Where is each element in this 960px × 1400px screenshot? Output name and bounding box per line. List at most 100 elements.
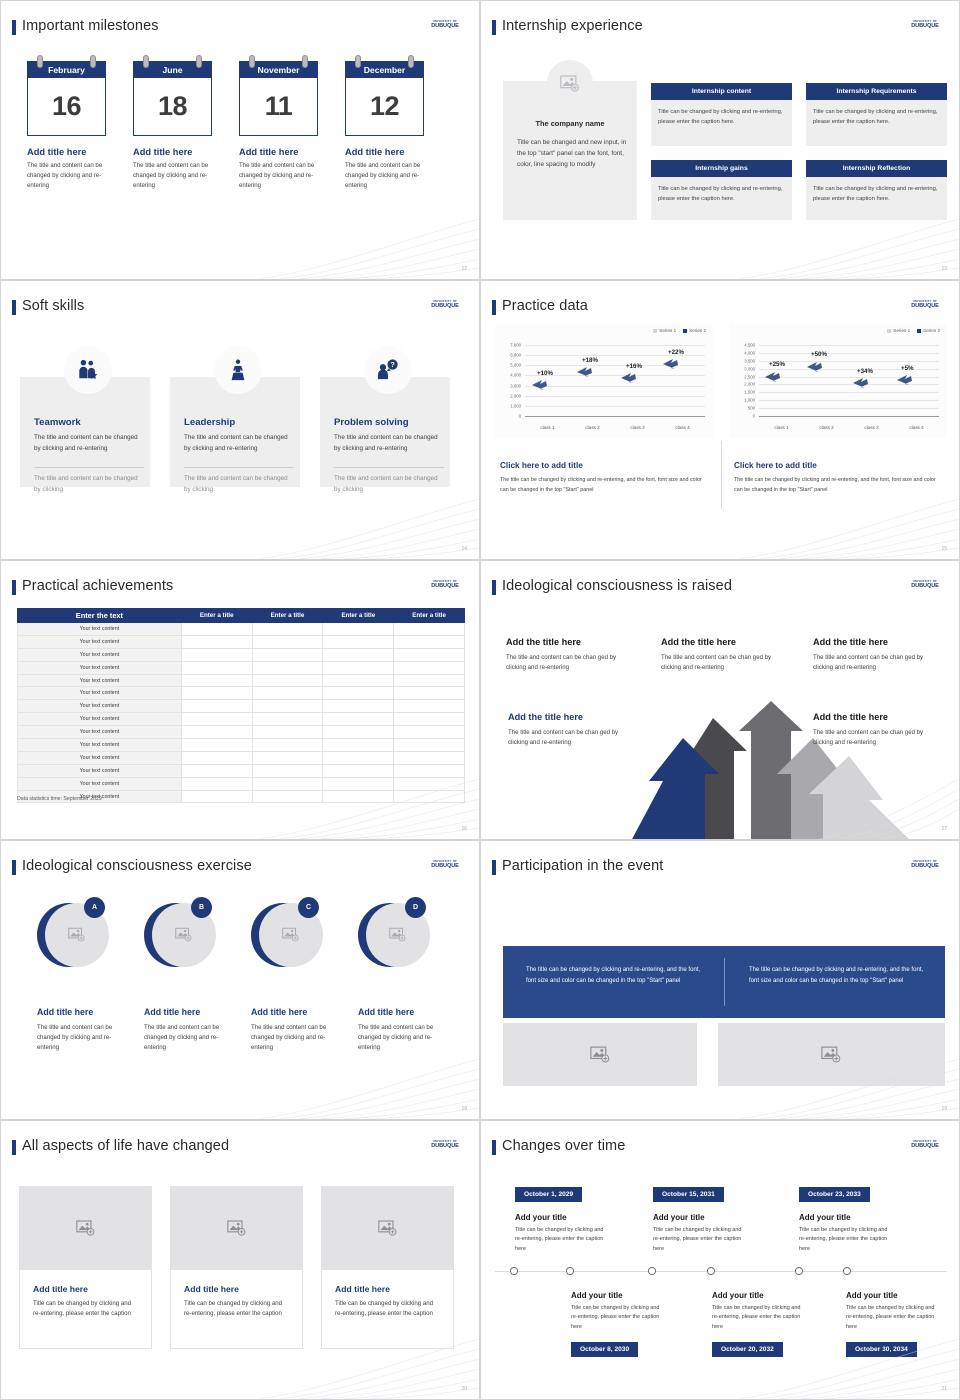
chart-annotation: +16% — [626, 363, 642, 370]
table-cell: Your text content — [17, 776, 182, 791]
card-body: Title can be changed by clicking and re-… — [651, 177, 792, 220]
card-header: Internship Reflection — [806, 160, 947, 177]
page-title: Ideological consciousness is raised — [502, 578, 732, 594]
table-cell — [322, 647, 395, 662]
legend-label: Series 1 — [659, 328, 677, 333]
table-row[interactable]: Your text content — [17, 660, 465, 675]
skill-icon-badge: ? — [364, 346, 412, 394]
image-placeholder[interactable] — [20, 1187, 151, 1270]
timeline-node[interactable] — [795, 1267, 803, 1275]
timeline-title: Add your title — [653, 1213, 705, 1222]
info-card[interactable]: Internship Reflection Title can be chang… — [806, 160, 947, 220]
skill-card[interactable] — [170, 377, 300, 487]
table-cell — [180, 738, 253, 752]
table-cell — [322, 776, 395, 791]
table-row[interactable]: Your text content — [17, 725, 465, 740]
table-cell — [251, 634, 324, 649]
table-cell — [180, 686, 253, 701]
table-row[interactable]: Your text content — [17, 776, 465, 791]
slide-soft-skills: Soft skills UNIVERSITY OF DUBUQUE Teamwo… — [0, 280, 480, 560]
skill-body-secondary: The title and content can be changed by … — [184, 475, 288, 493]
list-item[interactable]: February 16 Add title here The title and… — [27, 55, 106, 191]
slide-ideological-consciousness-exercise: Ideological consciousness exercise UNIVE… — [0, 840, 480, 1120]
table-cell — [393, 673, 465, 688]
block-title: Add the title here — [506, 637, 582, 647]
skill-card[interactable] — [20, 377, 150, 487]
table-row[interactable]: Your text content — [17, 673, 465, 688]
info-card[interactable]: Internship content Title can be changed … — [651, 83, 792, 146]
timeline-title: Add your title — [799, 1213, 851, 1222]
table-row[interactable]: Your text content — [17, 686, 465, 701]
table-row[interactable]: Your text content — [17, 622, 465, 636]
bar-chart-right[interactable]: Series 1 Series 2 0 500 1,000 1,500 2,00… — [729, 323, 947, 438]
skill-card[interactable] — [320, 377, 450, 487]
table-row[interactable]: Your text content — [17, 763, 465, 778]
image-placeholder[interactable] — [322, 1187, 453, 1270]
timeline-node[interactable] — [510, 1267, 518, 1275]
timeline-node[interactable] — [707, 1267, 715, 1275]
life-card[interactable]: Add title here Title can be changed by c… — [19, 1186, 152, 1349]
logo-line1: UNIVERSITY OF — [912, 300, 938, 303]
table-cell — [322, 699, 395, 714]
calendar-day: 18 — [133, 78, 212, 136]
calendar-ring-left-icon — [355, 55, 361, 68]
table-cell — [393, 634, 465, 649]
life-card[interactable]: Add title here Title can be changed by c… — [321, 1186, 454, 1349]
table-row[interactable]: Your text content — [17, 634, 465, 649]
chart-plot-area — [525, 345, 705, 417]
table-cell — [180, 660, 253, 675]
table-row[interactable]: Your text content — [17, 699, 465, 714]
calendar-month: February — [27, 61, 106, 78]
slide-ideological-consciousness-raised: Ideological consciousness is raised UNIV… — [480, 560, 960, 840]
info-card[interactable]: Internship gains Title can be changed by… — [651, 160, 792, 220]
description-band[interactable] — [503, 946, 945, 1018]
table-row[interactable]: Your text content — [17, 738, 465, 752]
timeline-node[interactable] — [566, 1267, 574, 1275]
table-cell: Your text content — [17, 750, 182, 765]
calendar-day: 16 — [27, 78, 106, 136]
table-cell — [180, 750, 253, 765]
table-row[interactable]: Your text content — [17, 712, 465, 727]
skill-body: The title and content can be changed by … — [184, 434, 288, 452]
item-body: The title and content can be changed by … — [358, 1024, 434, 1052]
timeline-node[interactable] — [648, 1267, 656, 1275]
logo-line1: UNIVERSITY OF — [912, 580, 938, 583]
caption-title: Click here to add title — [500, 461, 583, 470]
table-cell — [393, 699, 465, 714]
block-title: Add the title here — [813, 712, 889, 722]
card-body: Title can be changed by clicking and re-… — [184, 1300, 283, 1318]
timeline-node[interactable] — [843, 1267, 851, 1275]
image-placeholder-icon — [560, 74, 579, 92]
image-placeholder-icon — [226, 1220, 245, 1236]
achievements-table[interactable]: Enter the text Enter a title Enter a tit… — [17, 608, 465, 804]
table-cell — [322, 712, 395, 727]
table-cell — [251, 686, 324, 701]
calendar-icon: June 18 — [133, 55, 212, 136]
life-card[interactable]: Add title here Title can be changed by c… — [170, 1186, 303, 1349]
table-cell — [180, 634, 253, 649]
logo-line2: DUBUQUE — [431, 863, 459, 870]
image-placeholder-icon — [282, 927, 299, 942]
bar-chart-left[interactable]: Series 1 Series 2 0 1,000 2,000 3,000 4,… — [495, 323, 713, 438]
image-placeholder[interactable] — [171, 1187, 302, 1270]
logo-line2: DUBUQUE — [911, 583, 939, 590]
image-placeholder[interactable] — [718, 1023, 945, 1086]
image-placeholder-circle[interactable] — [547, 60, 593, 106]
page-number: 13 — [941, 266, 947, 272]
list-item[interactable]: June 18 Add title here The title and con… — [133, 55, 212, 191]
list-item[interactable]: December 12 Add title here The title and… — [345, 55, 424, 191]
table-header-row: Enter the text Enter a title Enter a tit… — [17, 608, 465, 623]
caption-body: The title can be changed by clicking and… — [500, 477, 702, 493]
table-row[interactable]: Your text content — [17, 647, 465, 662]
company-description: Title can be changed and new input, in t… — [517, 139, 627, 169]
chart-legend: Series 1 Series 2 — [887, 328, 940, 333]
x-axis-label: class 1 — [540, 425, 555, 430]
company-name: The company name — [535, 119, 605, 128]
logo-line2: DUBUQUE — [911, 23, 939, 30]
page-number: 15 — [941, 546, 947, 552]
column-header: Enter the text — [17, 608, 182, 623]
list-item[interactable]: November 11 Add title here The title and… — [239, 55, 318, 191]
table-row[interactable]: Your text content — [17, 750, 465, 765]
info-card[interactable]: Internship Requirements Title can be cha… — [806, 83, 947, 146]
image-placeholder[interactable] — [503, 1023, 697, 1086]
